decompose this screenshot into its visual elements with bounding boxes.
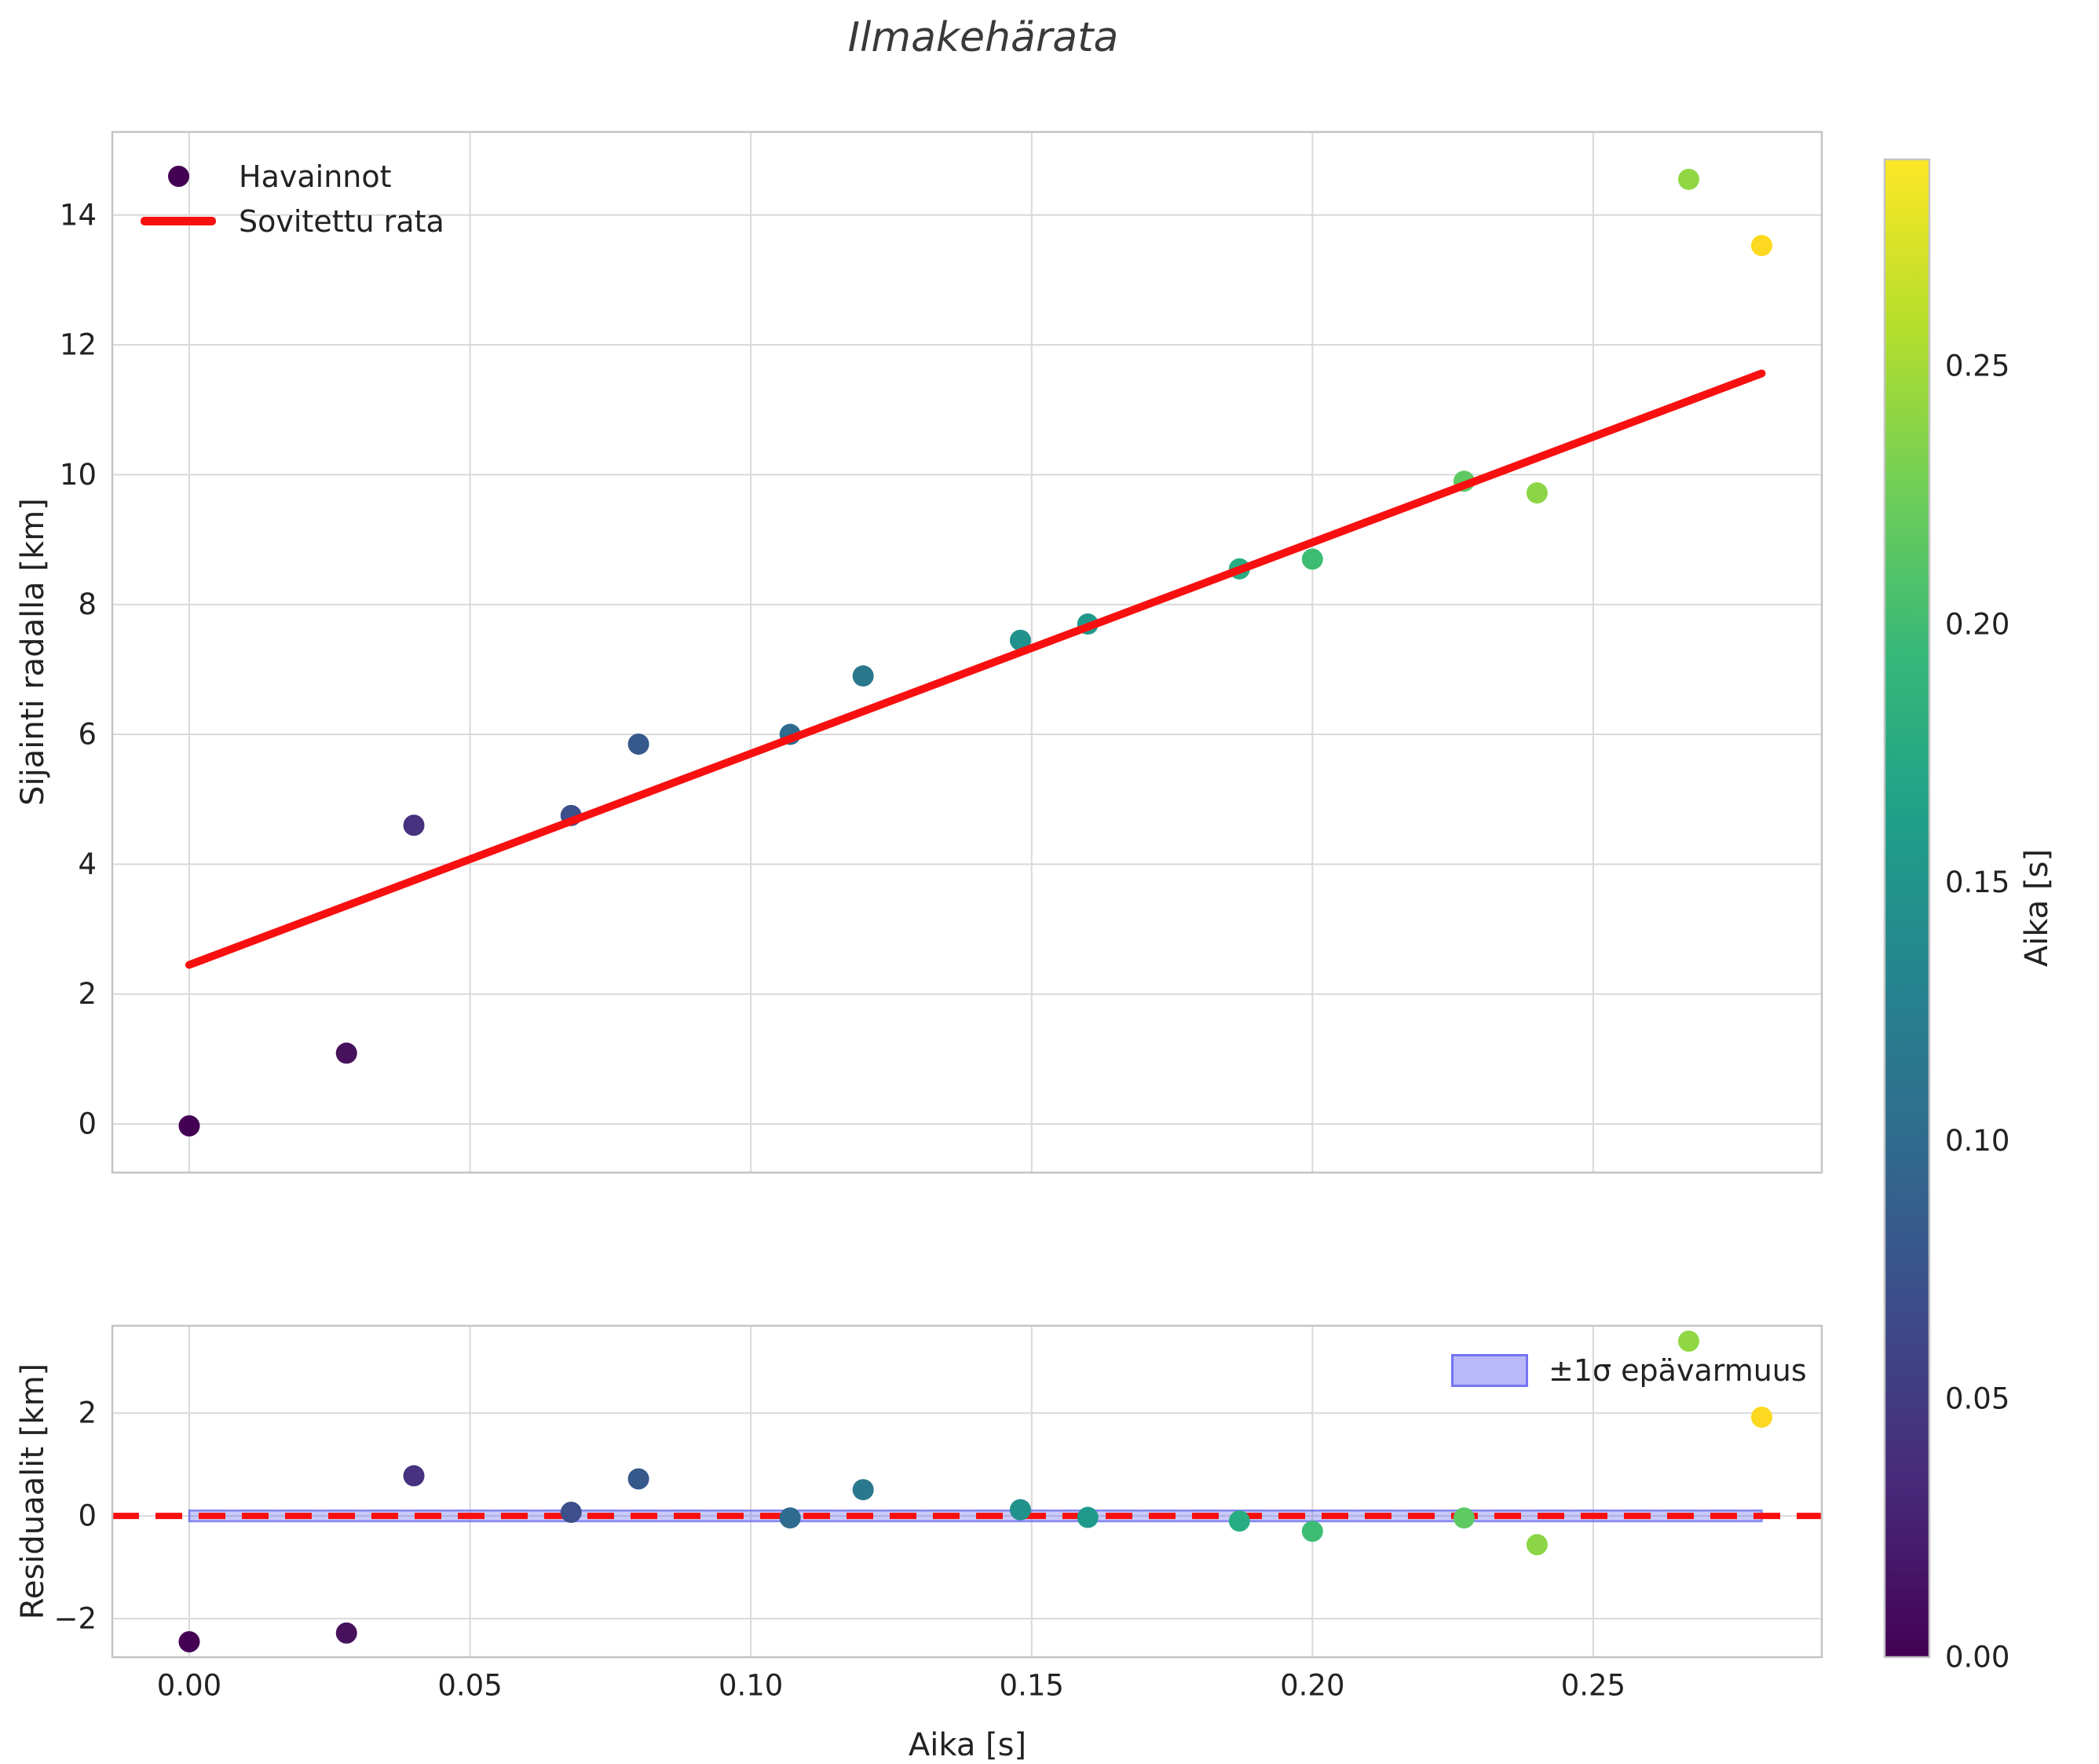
svg-text:6: 6: [78, 718, 97, 752]
colorbar-outline: [1883, 158, 1931, 1659]
legend-label-sovitettu: Sovitettu rata: [239, 203, 444, 239]
data-point: [779, 1507, 801, 1529]
svg-text:0: 0: [78, 1499, 97, 1533]
legend-row-sovitettu: Sovitettu rata: [132, 199, 444, 243]
data-point: [852, 1479, 874, 1501]
svg-text:0: 0: [78, 1107, 97, 1141]
colorbar-tick-labels: 0.00 0.05 0.10 0.15 0.20 0.25: [1945, 350, 2009, 1674]
svg-text:0.20: 0.20: [1280, 1669, 1344, 1703]
svg-text:0.05: 0.05: [437, 1669, 502, 1703]
chart-title: Ilmakehärata: [847, 14, 1119, 61]
data-point: [1750, 1406, 1772, 1428]
data-point: [178, 1630, 200, 1652]
svg-text:10: 10: [60, 458, 97, 492]
data-point: [1077, 1506, 1099, 1528]
svg-text:0.15: 0.15: [1945, 866, 2009, 899]
data-point: [1526, 482, 1548, 504]
svg-text:0.15: 0.15: [1000, 1669, 1064, 1703]
svg-text:14: 14: [60, 198, 97, 232]
svg-text:2: 2: [78, 977, 97, 1011]
top-legend: Havainnot Sovitettu rata: [132, 154, 444, 243]
colorbar: 0.00 0.05 0.10 0.15 0.20 0.25: [1883, 158, 2009, 1674]
trajectory-plot: 0 2 4 6 8 10 12 14: [60, 130, 1823, 1174]
data-point: [1453, 1507, 1475, 1529]
svg-text:8: 8: [78, 587, 97, 621]
colorbar-label: Aika [s]: [2019, 848, 2055, 968]
svg-text:0.20: 0.20: [1945, 607, 2009, 641]
data-point: [1301, 1521, 1323, 1543]
legend-label-band: ±1σ epävarmuus: [1549, 1353, 1807, 1388]
svg-text:0.00: 0.00: [1945, 1641, 2009, 1674]
data-point: [403, 814, 425, 836]
residual-plot: −2 0 2 0.00 0.05 0.10 0.15 0.20 0.25: [53, 1324, 1823, 1703]
data-point: [1009, 629, 1031, 651]
colorbar-gradient: [1885, 159, 1929, 1657]
x-tick-labels: 0.00 0.05 0.10 0.15 0.20 0.25: [157, 1669, 1625, 1703]
svg-text:4: 4: [78, 847, 97, 881]
data-point: [1301, 548, 1323, 570]
data-point: [627, 1468, 649, 1490]
top-y-axis-label: Sijainti radalla [km]: [15, 498, 51, 806]
fit-line-sample-icon: [141, 217, 216, 225]
data-point: [1228, 1510, 1250, 1532]
svg-text:12: 12: [60, 328, 97, 362]
svg-text:0.00: 0.00: [157, 1669, 221, 1703]
svg-text:−2: −2: [53, 1601, 97, 1635]
svg-text:2: 2: [78, 1396, 97, 1430]
legend-row-band: ±1σ epävarmuus: [1451, 1351, 1807, 1390]
y-tick-labels: −2 0 2: [53, 1396, 97, 1636]
residuals-scatter: [178, 1330, 1772, 1652]
data-point: [178, 1114, 200, 1136]
gridlines: [112, 132, 1822, 1173]
svg-text:0.10: 0.10: [719, 1669, 783, 1703]
data-point: [1526, 1534, 1548, 1556]
y-tick-labels: 0 2 4 6 8 10 12 14: [60, 198, 97, 1140]
residual-legend: ±1σ epävarmuus: [1451, 1351, 1807, 1390]
uncertainty-band-sample-icon: [1451, 1354, 1528, 1387]
residual-y-axis-label: Residuaalit [km]: [15, 1363, 51, 1620]
data-point: [335, 1042, 357, 1064]
data-point: [627, 733, 649, 755]
axes-spines: [111, 1324, 1823, 1659]
svg-text:0.25: 0.25: [1561, 1669, 1625, 1703]
data-point: [1750, 235, 1772, 257]
svg-text:0.10: 0.10: [1945, 1124, 2009, 1158]
data-point: [1009, 1499, 1031, 1521]
data-point: [1678, 168, 1700, 190]
data-point: [335, 1622, 357, 1644]
data-point: [1678, 1330, 1700, 1352]
fitted-line: [185, 369, 1766, 969]
legend-label-havainnot: Havainnot: [239, 159, 392, 194]
legend-row-havainnot: Havainnot: [132, 154, 444, 199]
gridlines: [112, 1326, 1822, 1657]
axes-spines: [111, 130, 1823, 1174]
havainnot-marker-icon: [167, 166, 189, 187]
svg-text:0.25: 0.25: [1945, 350, 2009, 383]
data-point: [560, 1501, 582, 1523]
data-point: [852, 665, 874, 687]
x-axis-label: Aika [s]: [908, 1727, 1027, 1763]
data-point: [403, 1465, 425, 1487]
svg-text:0.05: 0.05: [1945, 1382, 2009, 1416]
